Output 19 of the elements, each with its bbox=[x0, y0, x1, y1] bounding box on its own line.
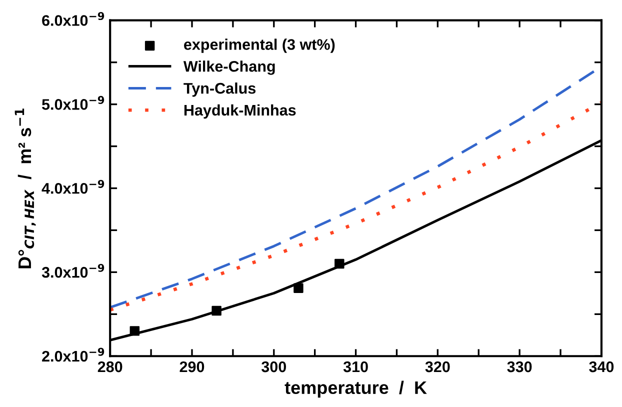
x-tick-label: 320 bbox=[425, 361, 450, 372]
y-axis-title: D°$_{CIT,HEX}$ / m² s$^{−1}$ bbox=[14, 108, 36, 268]
x-axis-title: temperature / K bbox=[284, 380, 427, 398]
x-tick-label: 280 bbox=[98, 361, 122, 372]
y-tick-label: 2.0x10$^{−9}$ bbox=[42, 348, 104, 362]
y-tick-label: 4.0x10$^{−9}$ bbox=[42, 180, 104, 194]
y-tick-label: 6.0x10$^{−9}$ bbox=[42, 12, 104, 26]
x-tick-label: 330 bbox=[507, 361, 532, 372]
x-tick-label: 300 bbox=[261, 361, 286, 372]
legend-label: experimental (3 wt%) bbox=[184, 38, 335, 53]
y-tick-label: 3.0x10$^{−9}$ bbox=[42, 264, 104, 278]
legend-label: Wilke-Chang bbox=[183, 60, 275, 75]
legend-label: Tyn-Calus bbox=[184, 82, 256, 97]
x-tick-label: 340 bbox=[589, 361, 614, 372]
legend-label: Hayduk-Minhas bbox=[184, 104, 296, 119]
x-tick-label: 310 bbox=[343, 361, 368, 372]
y-tick-label: 5.0x10$^{−9}$ bbox=[42, 96, 104, 110]
line-series bbox=[110, 100, 602, 312]
x-tick-label: 290 bbox=[180, 361, 204, 372]
